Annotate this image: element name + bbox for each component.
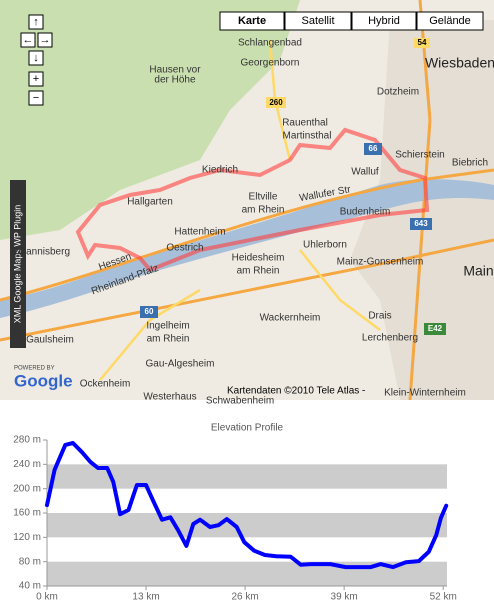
zoom-in[interactable] [28, 71, 44, 87]
place: Hallgarten [127, 197, 173, 208]
zoom-icon[interactable]: − [33, 92, 39, 104]
x-tick-label: 52 km [430, 592, 457, 603]
pan-button[interactable] [20, 32, 36, 48]
map-type-label[interactable]: Karte [238, 15, 266, 27]
place: am Rhein [147, 334, 190, 345]
place: Johannisberg [10, 247, 70, 258]
map-type-bar: Karte Satellit Hybrid Gelände [219, 11, 484, 31]
y-tick-label: 240 m [13, 459, 41, 470]
place: Hattenheim [174, 227, 225, 238]
road-shield [414, 38, 430, 48]
place: Mainz [463, 263, 494, 279]
y-tick-label: 120 m [13, 532, 41, 543]
google-logo: Google [14, 371, 73, 390]
place: Lerchenberg [362, 333, 418, 344]
place: Martinsthal [283, 131, 332, 142]
y-tick-label: 280 m [13, 435, 41, 446]
map-type-button[interactable] [284, 11, 352, 31]
place: Heidesheim [232, 253, 285, 264]
place: Oestrich [166, 243, 203, 254]
place: Drais [368, 311, 391, 322]
y-tick-label: 80 m [19, 556, 41, 567]
road-number: E42 [428, 324, 443, 333]
grid-band [47, 513, 447, 538]
y-tick-label: 40 m [19, 581, 41, 592]
zoom-out[interactable] [28, 90, 44, 106]
map-type-button[interactable] [351, 11, 417, 31]
road-shield [424, 323, 446, 335]
place: Mainz-Gonsenheim [337, 257, 424, 268]
map-type-button[interactable] [219, 11, 285, 31]
place: Eltville [249, 192, 278, 203]
place: Schlangenbad [238, 38, 302, 49]
road [0, 168, 494, 302]
place: Ingelheim [146, 321, 189, 332]
place: Gaulsheim [26, 335, 74, 346]
powered-by: POWERED BY [14, 366, 55, 372]
place: Budenheim [340, 207, 391, 218]
river [0, 179, 494, 318]
pan-icon[interactable]: ← [23, 34, 34, 46]
elevation-chart: Elevation Profile 40 m 80 m 120 m 160 m 200 … [13, 423, 457, 603]
place: Walluf [351, 167, 379, 178]
pan-icon[interactable]: ↑ [33, 16, 39, 28]
place: am Rhein [237, 266, 280, 277]
place: Wackernheim [260, 313, 321, 324]
road-shield [410, 218, 432, 230]
place: Gau-Algesheim [146, 359, 215, 370]
map[interactable]: Karte Satellit Hybrid Gelände ↑ ← → ↓ + … [0, 0, 494, 407]
x-tick-label: 26 km [231, 592, 258, 603]
map-type-label[interactable]: Gelände [429, 15, 471, 27]
place: am Rhein [242, 205, 285, 216]
x-tick-label: 13 km [132, 592, 159, 603]
place: Wiesbaden [425, 55, 494, 71]
place: Hausen vor [149, 65, 201, 76]
route [75, 127, 430, 273]
road-number: 260 [269, 98, 283, 107]
place: Schierstein [395, 150, 444, 161]
place: Klein-Winternheim [384, 388, 466, 399]
road-number: 60 [145, 307, 154, 316]
forest [0, 0, 300, 240]
elevation-line [45, 441, 449, 570]
y-tick-label: 200 m [13, 483, 41, 494]
place: Rauenthal [282, 118, 328, 129]
place: Biebrich [452, 158, 488, 169]
road-number: 54 [418, 38, 427, 47]
plugin-label: XML Google Maps WP Plugin [12, 205, 22, 324]
place: Schwabenheim [206, 396, 274, 407]
x-tick-label: 39 km [331, 592, 358, 603]
zoom-icon[interactable]: + [33, 73, 39, 85]
pan-button[interactable] [37, 32, 53, 48]
road-number: 643 [414, 219, 428, 228]
pan-button[interactable] [28, 50, 44, 66]
place: Kiedrich [202, 165, 238, 176]
place: Georgenborn [241, 58, 300, 69]
y-tick-label: 160 m [13, 508, 41, 519]
copyright: Kartendaten ©2010 Tele Atlas - [227, 386, 365, 397]
place: Dotzheim [377, 87, 419, 98]
pan-button[interactable] [28, 14, 44, 30]
road-shields: 54 260 66 643 60 E42 [140, 38, 446, 335]
plugin-tab [10, 180, 26, 348]
map-type-label[interactable]: Hybrid [368, 15, 400, 27]
road-shield [266, 97, 286, 108]
x-tick-label: 0 km [36, 592, 58, 603]
road-number: 66 [369, 144, 378, 153]
map-type-button[interactable] [416, 11, 484, 31]
place: Uhlerborn [303, 240, 347, 251]
road [0, 238, 494, 342]
road-shield [364, 143, 382, 155]
place: Westerhaus [143, 392, 196, 403]
pan-icon[interactable]: → [40, 34, 51, 46]
road-shield [140, 306, 158, 318]
pan-icon[interactable]: ↓ [33, 52, 39, 64]
place: der Höhe [154, 75, 196, 86]
chart-title: Elevation Profile [211, 423, 284, 434]
place: Ockenheim [80, 379, 131, 390]
map-type-label[interactable]: Satellit [301, 15, 334, 27]
nav-controls: ↑ ← → ↓ + − [20, 14, 53, 106]
